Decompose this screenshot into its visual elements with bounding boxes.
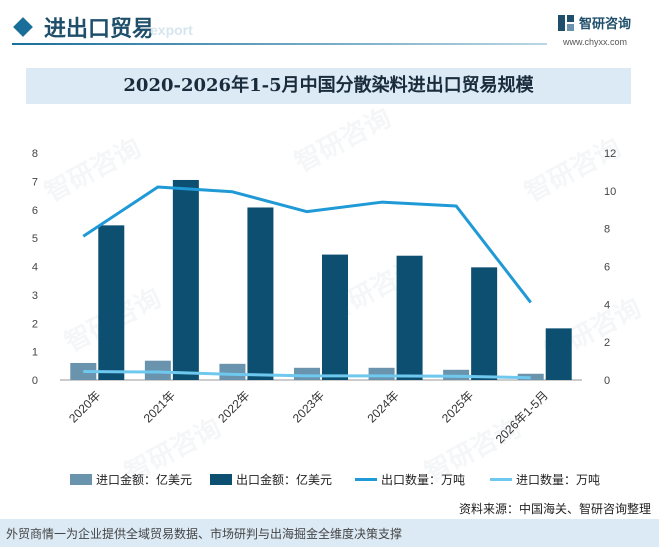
- bar-export-amount: [545, 328, 572, 380]
- bar-import-amount: [144, 360, 171, 380]
- y-left-tick-label: 1: [32, 347, 38, 359]
- legend-label: 进口金额：亿美元: [96, 472, 193, 487]
- y-left-tick-label: 2: [32, 318, 38, 330]
- y-right-tick-label: 2: [604, 337, 610, 349]
- footer-bar: 外贸商情一为企业提供全域贸易数据、市场研判与出海掘金全维度决策支撑: [0, 519, 659, 547]
- brand-url: www.chyxx.com: [563, 37, 628, 47]
- x-tick-label: 2022年: [215, 388, 252, 425]
- bar-export-amount: [322, 254, 348, 380]
- source-note: 资料来源：中国海关、智研咨询整理: [458, 502, 651, 516]
- y-right-tick-label: 4: [604, 299, 610, 311]
- y-right-tick-label: 0: [604, 375, 610, 387]
- x-tick-label: 2024年: [364, 388, 401, 425]
- section-title: 进出口贸易: [44, 17, 155, 42]
- header-divider: [12, 43, 547, 45]
- legend-item-export-amount: 出口金额：亿美元: [210, 470, 332, 488]
- brand-logo: 智研咨询 www.chyxx.com: [557, 12, 657, 52]
- legend-swatch: [70, 474, 92, 485]
- x-tick-label: 2021年: [141, 388, 178, 425]
- legend-label: 出口数量：万吨: [381, 472, 466, 487]
- x-tick-label: 2023年: [290, 388, 327, 425]
- legend-swatch: [490, 478, 512, 481]
- legend-swatch: [355, 478, 377, 481]
- bar-import-amount: [219, 363, 246, 380]
- page-header: 进出口贸易 export 智研咨询 www.chyxx.com: [0, 0, 659, 56]
- y-right-tick-label: 10: [604, 186, 616, 198]
- bar-export-amount: [471, 267, 498, 380]
- legend-label: 进口数量：万吨: [516, 472, 601, 487]
- legend-item-import-qty: 进口数量：万吨: [490, 470, 600, 488]
- x-tick-label: 2020年: [66, 388, 103, 425]
- y-left-tick-label: 0: [32, 375, 38, 387]
- legend-swatch: [210, 474, 232, 485]
- y-left-tick-label: 7: [32, 176, 38, 188]
- y-left-tick-label: 4: [32, 262, 38, 274]
- y-left-tick-label: 8: [32, 148, 38, 160]
- y-right-tick-label: 6: [604, 262, 610, 274]
- legend-item-export-qty: 出口数量：万吨: [355, 470, 465, 488]
- chart-title: 2020-2026年1-5月中国分散染料进出口贸易规模: [123, 75, 534, 96]
- x-tick-label: 2026年1-5月: [493, 388, 551, 446]
- bar-import-amount: [294, 367, 320, 380]
- bar-export-amount: [247, 207, 274, 380]
- y-left-tick-label: 3: [32, 290, 38, 302]
- brand-name: 智研咨询: [579, 17, 632, 32]
- y-right-tick-label: 12: [604, 148, 616, 160]
- legend-label: 出口金额：亿美元: [236, 472, 333, 487]
- y-right-tick-label: 8: [604, 224, 610, 236]
- y-left-tick-label: 5: [32, 233, 38, 245]
- bar-export-amount: [98, 225, 125, 380]
- bar-import-amount: [368, 367, 395, 380]
- brand-mark-icon: [558, 15, 574, 31]
- section-subtitle: export: [150, 22, 193, 38]
- legend-item-import-amount: 进口金额：亿美元: [70, 470, 192, 488]
- line-export-qty: [82, 185, 532, 304]
- bar-export-amount: [396, 255, 423, 380]
- y-left-tick-label: 6: [32, 205, 38, 217]
- title-band: [26, 68, 631, 104]
- footer-text: 外贸商情一为企业提供全域贸易数据、市场研判与出海掘金全维度决策支撑: [6, 527, 403, 541]
- chart-legend: 进口金额：亿美元 出口金额：亿美元 出口数量：万吨 进口数量：万吨: [70, 470, 630, 488]
- bar-export-amount: [172, 179, 199, 380]
- x-tick-label: 2025年: [439, 388, 476, 425]
